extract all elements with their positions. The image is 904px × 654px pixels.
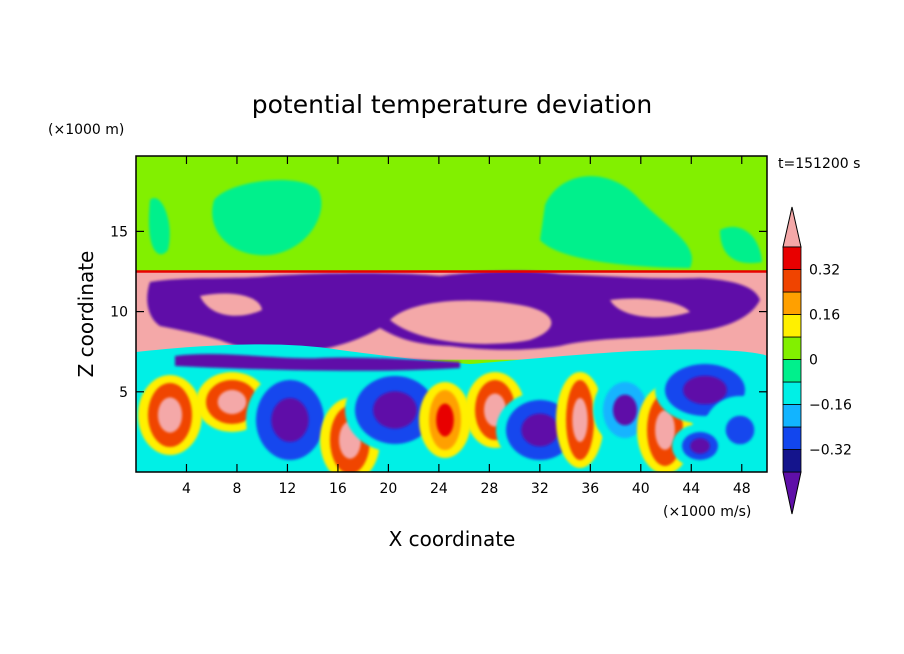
chart-title: potential temperature deviation <box>252 90 652 119</box>
x-tick-label: 16 <box>329 481 347 497</box>
cloud-hole <box>390 300 552 344</box>
eddy-core <box>690 438 710 454</box>
colorbar-swatch <box>782 404 802 428</box>
time-label: t=151200 s <box>778 156 860 172</box>
y-axis-label: Z coordinate <box>74 251 98 378</box>
x-tick-label: 40 <box>632 481 650 497</box>
x-tick-label: 20 <box>379 481 397 497</box>
x-tick-label: 4 <box>182 481 191 497</box>
eddy-core <box>725 415 755 445</box>
cloud-hole <box>610 298 690 318</box>
x-tick-label: 36 <box>581 481 599 497</box>
x-unit-label: (×1000 m/s) <box>663 504 751 520</box>
x-tick-label: 24 <box>430 481 448 497</box>
colorbar-extend-bottom <box>782 471 802 515</box>
x-tick-label: 48 <box>733 481 751 497</box>
colorbar-swatch <box>782 291 802 315</box>
stratosphere-patch <box>212 179 322 256</box>
colorbar-swatch <box>782 269 802 293</box>
colorbar-swatch <box>782 314 802 338</box>
colorbar-extend-top <box>782 206 802 248</box>
x-tick-label: 28 <box>480 481 498 497</box>
stratosphere-patch <box>540 176 692 268</box>
colorbar-tick-label: 0 <box>809 353 818 369</box>
contour-field <box>136 156 767 472</box>
x-tick-label: 12 <box>279 481 297 497</box>
colorbar-swatch <box>782 246 802 270</box>
lower-cloud-edge <box>175 354 460 371</box>
x-tick-label: 8 <box>232 481 241 497</box>
colorbar-swatch <box>782 359 802 383</box>
x-tick-label: 44 <box>682 481 700 497</box>
eddy-core <box>521 413 559 447</box>
eddy-core <box>373 391 417 429</box>
eddy-core <box>271 398 309 442</box>
y-axis-ticks: 5 10 15 <box>110 224 767 401</box>
x-axis-label: X coordinate <box>389 527 516 551</box>
eddy-core <box>436 403 454 437</box>
colorbar-swatch <box>782 449 802 473</box>
y-tick-label: 5 <box>119 385 128 401</box>
plot-frame <box>135 155 768 473</box>
colorbar-tick-label: −0.16 <box>809 398 852 414</box>
colorbar-swatch <box>782 381 802 405</box>
stratosphere-patch <box>720 226 762 264</box>
colorbar-swatch <box>782 426 802 450</box>
colorbar-tick-label: 0.32 <box>809 263 840 279</box>
x-tick-label: 32 <box>531 481 549 497</box>
y-tick-label: 15 <box>110 224 128 240</box>
eddy-core <box>572 398 588 442</box>
y-unit-label: (×1000 m) <box>48 122 124 138</box>
x-axis-ticks: 4 8 12 16 20 24 28 32 36 40 44 48 <box>182 156 751 497</box>
eddy-core <box>217 389 247 415</box>
colorbar-tick-label: −0.32 <box>809 443 852 459</box>
eddy-core <box>157 397 183 433</box>
colorbar-tick-label: 0.16 <box>809 308 840 324</box>
colorbar: 0.32 0.16 0 −0.16 −0.32 <box>782 206 852 515</box>
cloud-hole <box>200 293 262 316</box>
eddy-core <box>683 375 727 405</box>
colorbar-swatch <box>782 336 802 360</box>
stratosphere-patch <box>148 198 170 255</box>
eddy-core <box>612 394 638 426</box>
eddy-core <box>655 410 675 450</box>
y-tick-label: 10 <box>110 305 128 321</box>
